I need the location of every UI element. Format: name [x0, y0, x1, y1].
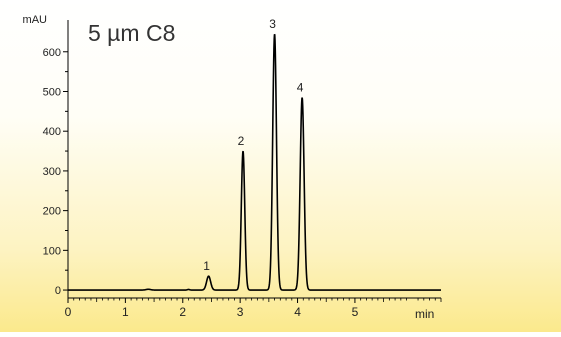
- x-tick-label-2: 2: [179, 305, 186, 319]
- y-tick-label-300: 300: [43, 166, 61, 178]
- x-tick-label-4: 4: [294, 305, 301, 319]
- peak-labels: 1 2 3 4: [203, 17, 304, 273]
- x-tick-label-5: 5: [352, 305, 359, 319]
- x-tick-label-0: 0: [65, 305, 72, 319]
- axes: [67, 20, 441, 299]
- y-tick-label-0: 0: [55, 285, 61, 297]
- peak-label-2: 2: [238, 134, 245, 148]
- y-tick-label-500: 500: [43, 86, 61, 98]
- y-tick-label-200: 200: [43, 206, 61, 218]
- chromatogram-trace: [68, 33, 441, 291]
- x-tick-label-1: 1: [122, 305, 129, 319]
- y-tick-label-400: 400: [43, 126, 61, 138]
- chart-title: 5 µm C8: [88, 20, 175, 46]
- y-tick-label-100: 100: [43, 245, 61, 257]
- x-tick-label-3: 3: [237, 305, 244, 319]
- y-tick-label-600: 600: [43, 47, 61, 59]
- ticks: 0 100 200 300 400 500 600 0 1 2 3 4 5: [43, 47, 442, 319]
- peak-label-3: 3: [269, 17, 276, 31]
- x-axis-label: min: [415, 307, 434, 321]
- y-axis-label: mAU: [23, 14, 48, 26]
- peak-label-4: 4: [297, 80, 304, 94]
- peak-label-1: 1: [203, 259, 210, 273]
